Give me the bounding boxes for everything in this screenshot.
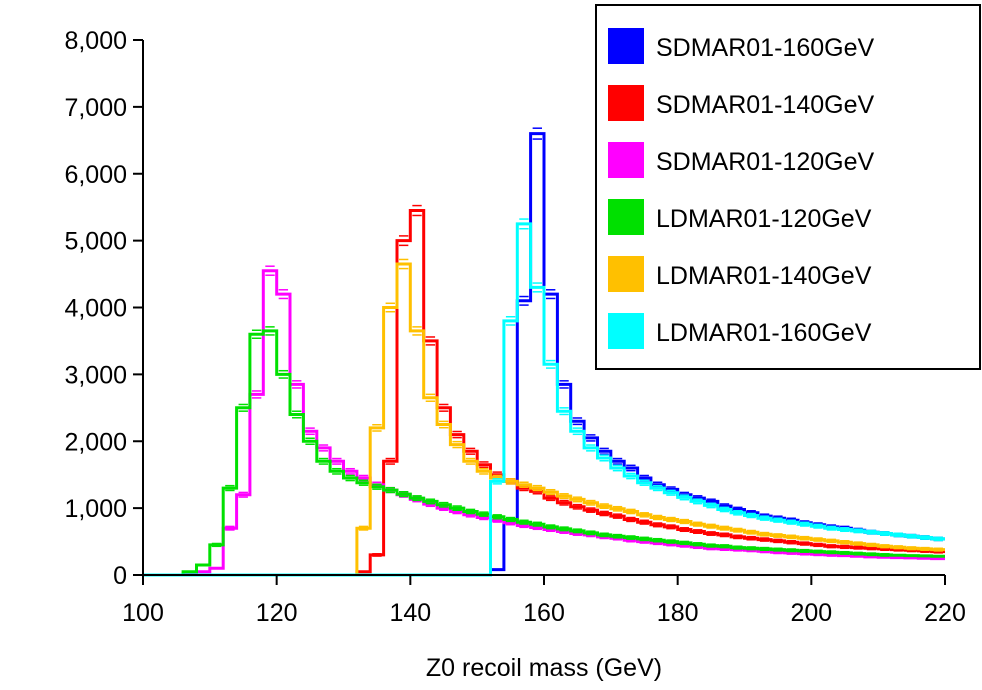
legend-item: SDMAR01-140GeV (608, 85, 874, 121)
legend-item: SDMAR01-120GeV (608, 142, 874, 178)
series-line (143, 262, 945, 577)
legend-label: LDMAR01-120GeV (656, 205, 872, 233)
legend-label: LDMAR01-160GeV (656, 319, 872, 347)
y-tick-label: 5,000 (64, 228, 127, 256)
x-tick-label: 180 (657, 599, 699, 627)
x-tick-label: 100 (122, 599, 164, 627)
legend-label: SDMAR01-140GeV (656, 91, 874, 119)
legend-label: LDMAR01-140GeV (656, 262, 872, 290)
x-tick-label: 160 (523, 599, 565, 627)
x-tick-label: 140 (389, 599, 431, 627)
legend-item: LDMAR01-160GeV (608, 313, 872, 349)
x-axis-title: Z0 recoil mass (GeV) (426, 654, 662, 682)
y-tick-label: 4,000 (64, 295, 127, 323)
legend-items: SDMAR01-160GeV SDMAR01-140GeV SDMAR01-120G… (608, 28, 874, 349)
legend-item: LDMAR01-140GeV (608, 256, 872, 292)
x-tick-label: 220 (924, 599, 966, 627)
series-line (143, 329, 945, 577)
y-tick-label: 6,000 (64, 161, 127, 189)
legend-swatch (608, 85, 644, 121)
legend-label: SDMAR01-120GeV (656, 148, 874, 176)
legend-swatch (608, 256, 644, 292)
series-line (143, 269, 945, 577)
y-tick-label: 1,000 (64, 495, 127, 523)
series-line (143, 209, 945, 577)
legend-item: LDMAR01-120GeV (608, 199, 872, 235)
y-tick-label: 0 (113, 562, 127, 590)
legend-item: SDMAR01-160GeV (608, 28, 874, 64)
y-tick-label: 2,000 (64, 428, 127, 456)
legend-box (595, 4, 981, 370)
legend: SDMAR01-160GeV SDMAR01-140GeV SDMAR01-120G… (595, 4, 981, 370)
series-LDMAR01-120GeV (143, 326, 945, 577)
series-LDMAR01-140GeV (143, 258, 945, 577)
x-tick-label: 200 (790, 599, 832, 627)
legend-swatch (608, 142, 644, 178)
legend-swatch (608, 199, 644, 235)
y-tick-label: 3,000 (64, 361, 127, 389)
legend-swatch (608, 313, 644, 349)
ticks-layer: 0 1,000 2,000 3,000 4,000 5,000 6,000 7,000 8,00… (64, 27, 965, 627)
legend-label: SDMAR01-160GeV (656, 34, 874, 62)
legend-swatch (608, 28, 644, 64)
y-tick-label: 7,000 (64, 94, 127, 122)
y-tick-label: 8,000 (64, 27, 127, 55)
x-tick-label: 120 (256, 599, 298, 627)
